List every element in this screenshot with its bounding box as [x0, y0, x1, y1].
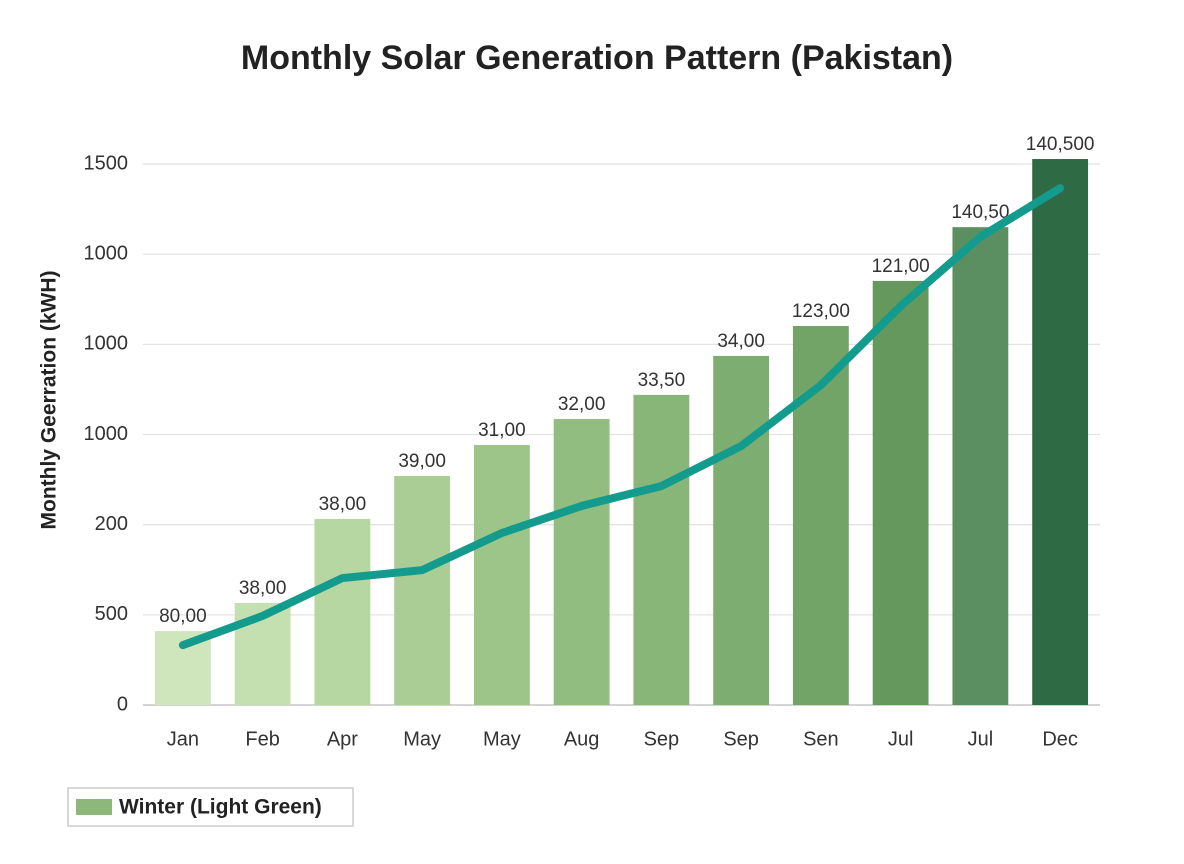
y-tick-label: 200: [95, 513, 128, 535]
x-tick-label: Jul: [888, 728, 914, 750]
x-tick-label: Jan: [167, 728, 199, 750]
y-tick-label: 0: [117, 693, 128, 715]
bar: [314, 518, 371, 705]
bar: [633, 394, 690, 705]
bar-label: 123,00: [792, 301, 850, 322]
x-tick-label: Jul: [968, 728, 994, 750]
bar-label: 32,00: [558, 394, 606, 415]
y-tick-label: 1500: [84, 152, 129, 174]
x-tick-label: May: [403, 728, 441, 750]
bar-label: 38,00: [239, 578, 287, 599]
y-tick-label: 500: [95, 603, 128, 625]
trend-line: [178, 184, 1065, 650]
x-tick-label: Sep: [723, 728, 759, 750]
x-tick-label: Sen: [803, 728, 839, 750]
bar: [473, 444, 530, 705]
bar-label: 38,00: [319, 494, 367, 515]
bar: [713, 355, 770, 705]
bar: [872, 280, 929, 705]
y-tick-label: 1000: [84, 243, 129, 265]
x-tick-label: Dec: [1042, 728, 1078, 750]
bar: [952, 227, 1009, 705]
bar-label: 33,50: [638, 370, 686, 391]
x-tick-label: Apr: [327, 728, 358, 750]
legend-box: [67, 787, 354, 827]
y-tick-label: 1000: [84, 333, 129, 355]
bar-label: 80,00: [159, 606, 207, 627]
bar-label: 31,00: [478, 420, 526, 441]
bar: [1032, 159, 1089, 706]
legend-label: Winter (Light Green): [119, 796, 322, 819]
x-tick-label: May: [483, 728, 521, 750]
y-tick-label: 1000: [84, 423, 129, 445]
bar-label: 34,00: [717, 331, 765, 352]
bar: [553, 419, 610, 705]
x-tick-label: Aug: [564, 728, 600, 750]
x-tick-label: Feb: [245, 728, 279, 750]
bar: [394, 476, 451, 705]
legend-swatch: [76, 799, 112, 815]
y-axis-label: Monthly Geerration (kWH): [38, 270, 61, 529]
bar-label: 140,500: [1026, 134, 1095, 155]
x-tick-label: Sep: [644, 728, 680, 750]
bar-label: 140,50: [951, 202, 1009, 223]
chart-title: Monthly Solar Generation Pattern (Pakist…: [241, 39, 953, 77]
bar-label: 39,00: [398, 451, 446, 472]
bar-label: 121,00: [872, 256, 930, 277]
